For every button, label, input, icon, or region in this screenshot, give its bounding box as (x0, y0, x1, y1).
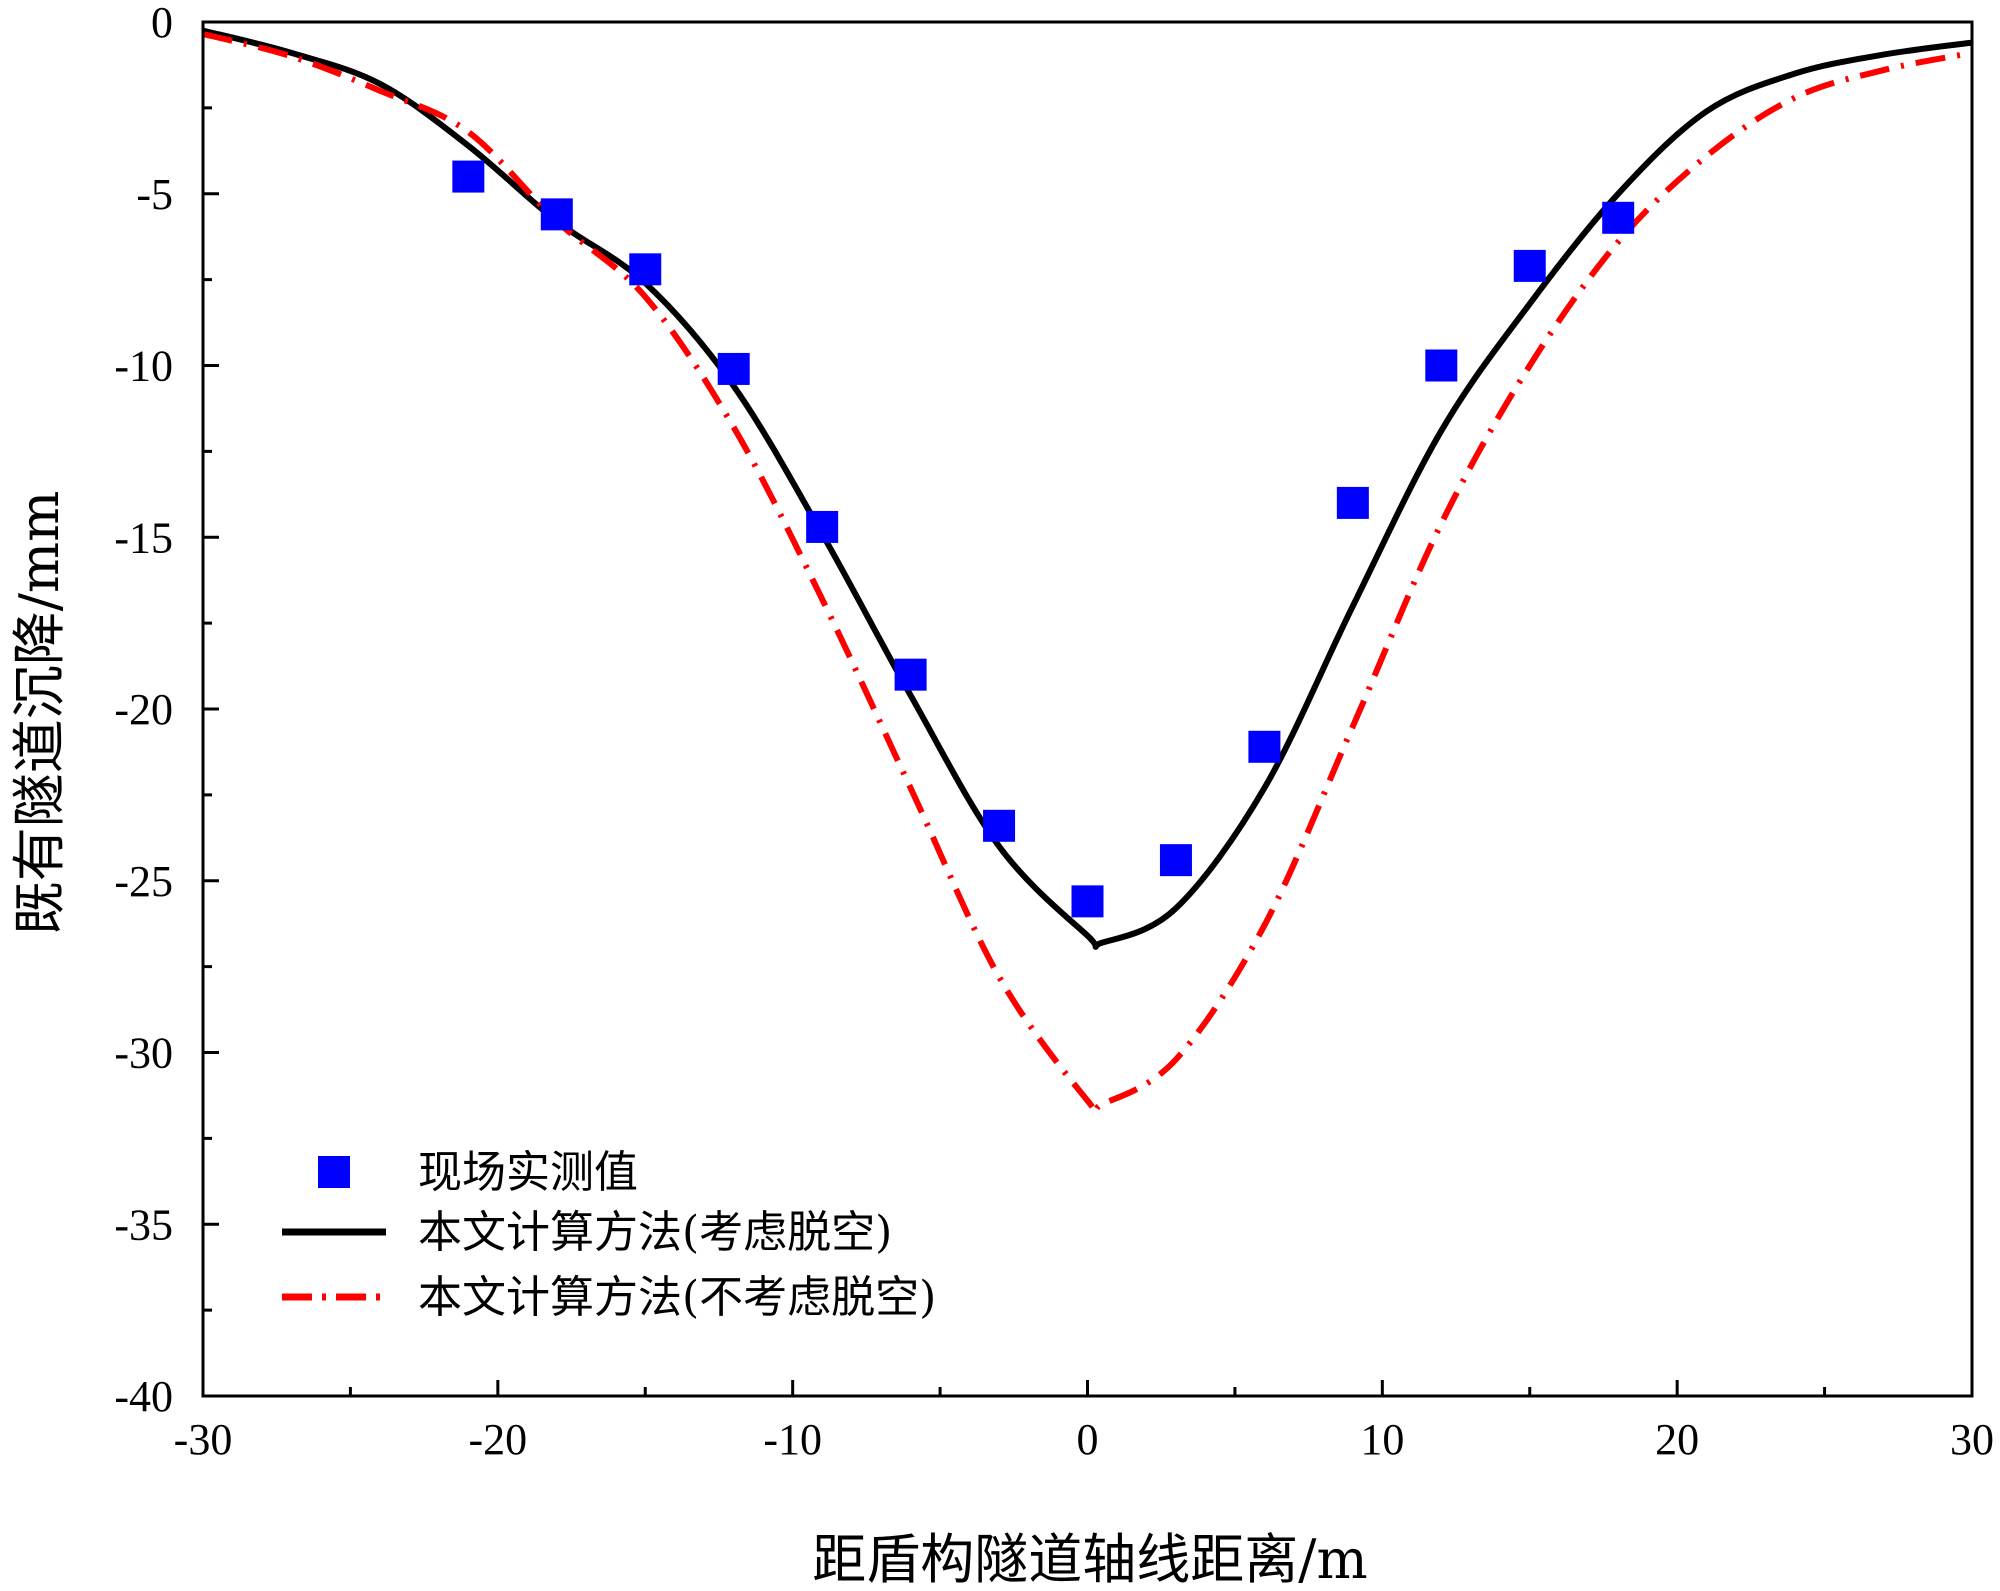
measured-point (1513, 249, 1546, 282)
x-tick-label: 10 (1360, 1415, 1404, 1464)
legend-label-without-void: 本文计算方法(不考虑脱空) (418, 1272, 936, 1323)
y-tick-label: 0 (151, 0, 173, 47)
measured-point (540, 198, 573, 231)
ticks-layer: -30 -20 -10 0 10 20 30 0 -5 -10 -15 -20 -25 -30 -35 -40 (114, 0, 1994, 1464)
y-tick-label: -30 (114, 1029, 173, 1078)
legend-label-with-void: 本文计算方法(考虑脱空) (418, 1207, 892, 1258)
measured-point (1248, 730, 1281, 763)
y-axis-title: 既有隧道沉降/mm (8, 491, 71, 936)
y-tick-label: -15 (114, 513, 173, 562)
measured-point (1336, 486, 1369, 519)
y-tick-label: -10 (114, 342, 173, 391)
x-tick-label: 20 (1655, 1415, 1699, 1464)
measured-point (1425, 349, 1458, 382)
legend-marker-measured (318, 1156, 350, 1188)
y-tick-label: -5 (136, 170, 173, 219)
legend-label-measured: 现场实测值 (418, 1147, 638, 1198)
measured-point (894, 658, 927, 691)
measured-point (806, 510, 839, 543)
x-tick-label: 30 (1950, 1415, 1994, 1464)
series-layer (202, 27, 1973, 1116)
x-tick-label: -10 (763, 1415, 822, 1464)
y-tick-label: -25 (114, 857, 173, 906)
measured-point (1071, 885, 1104, 918)
measured-point (983, 809, 1016, 842)
x-tick-label: -30 (174, 1415, 233, 1464)
measured-point (717, 352, 750, 385)
y-tick-label: -40 (114, 1372, 173, 1421)
x-tick-label: -20 (469, 1415, 528, 1464)
measured-point (1602, 201, 1635, 234)
legend: 现场实测值 本文计算方法(考虑脱空) 本文计算方法(不考虑脱空) (282, 1147, 936, 1323)
measured-point (1159, 844, 1192, 877)
measured-point (452, 160, 485, 193)
x-axis-title: 距盾构隧道轴线距离/m (812, 1528, 1367, 1591)
measured-point (629, 253, 662, 286)
y-tick-label: -35 (114, 1200, 173, 1249)
series-line-without-void (202, 31, 1973, 1116)
x-tick-label: 0 (1077, 1415, 1099, 1464)
y-tick-label: -20 (114, 685, 173, 734)
